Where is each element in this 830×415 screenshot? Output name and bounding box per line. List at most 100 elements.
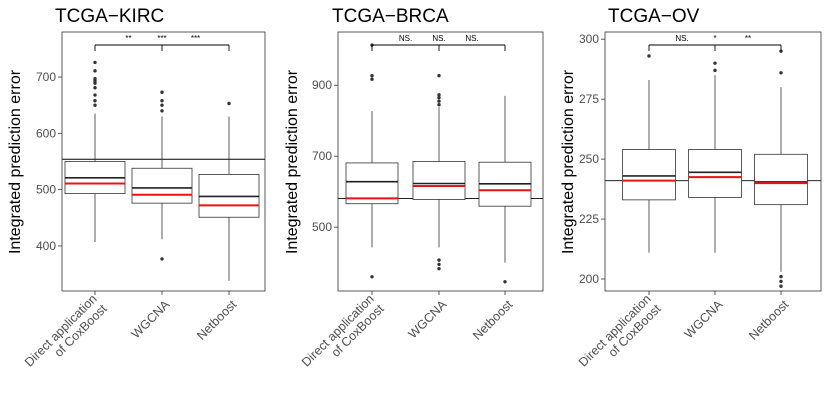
significance-label: ** bbox=[125, 34, 131, 43]
iqr-box bbox=[688, 149, 742, 198]
panel-title: TCGA−KIRC bbox=[55, 6, 164, 27]
x-tick-label-line: Netboost bbox=[470, 297, 516, 343]
panel-brca: TCGA−BRCA Integrated prediction error 50… bbox=[284, 6, 544, 379]
outlier-point bbox=[437, 93, 441, 97]
outlier-point bbox=[160, 90, 164, 94]
x-tick-label: Netboost bbox=[470, 297, 516, 343]
significance-label: ** bbox=[745, 34, 751, 43]
boxplot-2 bbox=[131, 90, 193, 261]
y-tick-label: 700 bbox=[312, 149, 332, 163]
y-tick-label: 700 bbox=[36, 70, 56, 84]
y-axis-label: Integrated prediction error bbox=[284, 69, 301, 254]
boxplot-3 bbox=[754, 49, 808, 288]
significance-bracket: NS. NS. NS. bbox=[371, 34, 506, 51]
outlier-point bbox=[779, 71, 783, 75]
outlier-point bbox=[370, 77, 374, 81]
boxplot-3 bbox=[478, 95, 532, 284]
significance-label: *** bbox=[191, 34, 200, 43]
significance-label: NS. bbox=[399, 34, 412, 43]
y-tick-label: 200 bbox=[579, 272, 599, 286]
x-tick-label-line: Netboost bbox=[194, 297, 240, 343]
outlier-point bbox=[93, 86, 97, 90]
y-axis-label: Integrated prediction error bbox=[7, 69, 24, 254]
outlier-point bbox=[779, 284, 783, 288]
outlier-point bbox=[93, 103, 97, 107]
iqr-box bbox=[131, 167, 193, 204]
outlier-point bbox=[370, 275, 374, 279]
outlier-point bbox=[713, 61, 717, 65]
panel-title: TCGA−BRCA bbox=[332, 6, 449, 27]
iqr-box bbox=[412, 161, 466, 200]
significance-label: * bbox=[713, 34, 716, 43]
boxplot-1 bbox=[345, 43, 399, 279]
y-tick-label: 600 bbox=[36, 126, 56, 140]
y-tick-label: 400 bbox=[36, 239, 56, 253]
x-tick-label: Direct applicationof CoxBoost bbox=[576, 291, 664, 379]
outlier-point bbox=[370, 73, 374, 78]
boxplot-1 bbox=[622, 54, 676, 253]
y-tick-label: 900 bbox=[312, 78, 332, 92]
iqr-box bbox=[622, 149, 676, 201]
x-tick-label: Direct applicationof CoxBoost bbox=[299, 291, 387, 379]
significance-bracket: NS. * ** bbox=[648, 34, 782, 51]
boxplot-3 bbox=[198, 101, 260, 281]
outlier-point bbox=[779, 274, 783, 279]
x-tick-label: WGCNA bbox=[406, 297, 450, 341]
significance-label: NS. bbox=[675, 34, 688, 43]
outlier-point bbox=[437, 258, 441, 262]
x-tick-label: Direct applicationof CoxBoost bbox=[22, 291, 110, 379]
outlier-point bbox=[160, 257, 164, 261]
outlier-point bbox=[93, 77, 97, 81]
outlier-point bbox=[437, 95, 441, 100]
x-tick-label-line: WGCNA bbox=[129, 297, 173, 341]
outlier-point bbox=[779, 279, 783, 284]
iqr-box bbox=[754, 153, 808, 206]
x-tick-label-line: WGCNA bbox=[682, 297, 726, 341]
outlier-point bbox=[160, 103, 164, 107]
significance-label: NS. bbox=[465, 34, 478, 43]
panel-frame bbox=[337, 31, 544, 292]
panel-frame bbox=[61, 31, 266, 292]
x-tick-label: WGCNA bbox=[129, 297, 173, 341]
outlier-point bbox=[160, 98, 164, 103]
y-tick-label: 500 bbox=[312, 220, 332, 234]
y-tick-label: 275 bbox=[579, 92, 599, 106]
x-tick-label: Netboost bbox=[746, 297, 792, 343]
outlier-point bbox=[437, 266, 441, 271]
y-tick-label: 300 bbox=[579, 32, 599, 46]
outlier-point bbox=[93, 60, 97, 65]
significance-label: *** bbox=[157, 34, 166, 43]
outlier-point bbox=[503, 280, 507, 284]
outlier-point bbox=[93, 98, 97, 103]
outlier-point bbox=[227, 101, 231, 106]
significance-label: NS. bbox=[432, 34, 445, 43]
outlier-point bbox=[437, 262, 441, 267]
outlier-point bbox=[647, 54, 651, 58]
panel-ov: TCGA−OV Integrated prediction error 200 2… bbox=[560, 6, 822, 379]
boxplot-2 bbox=[412, 73, 466, 271]
outlier-point bbox=[93, 69, 97, 73]
outlier-point bbox=[160, 109, 164, 113]
panel-frame bbox=[604, 31, 822, 292]
y-tick-label: 250 bbox=[579, 152, 599, 166]
outlier-point bbox=[93, 93, 97, 97]
outlier-point bbox=[437, 73, 441, 78]
y-axis-label: Integrated prediction error bbox=[560, 69, 577, 254]
significance-bracket: ** *** *** bbox=[94, 34, 230, 51]
outlier-point bbox=[713, 68, 717, 73]
boxplot-1 bbox=[64, 60, 126, 243]
outlier-point bbox=[779, 49, 783, 53]
x-tick-label: WGCNA bbox=[682, 297, 726, 341]
x-tick-label-line: Netboost bbox=[746, 297, 792, 343]
x-tick-label: Netboost bbox=[194, 297, 240, 343]
panel-kirc: TCGA−KIRC Integrated prediction error 40… bbox=[7, 6, 266, 379]
y-tick-label: 500 bbox=[36, 183, 56, 197]
iqr-box bbox=[345, 162, 399, 205]
outlier-point bbox=[437, 103, 441, 107]
outlier-point bbox=[437, 99, 441, 103]
x-tick-label-line: WGCNA bbox=[406, 297, 450, 341]
y-tick-label: 225 bbox=[579, 212, 599, 226]
panel-title: TCGA−OV bbox=[608, 6, 700, 27]
boxplot-2 bbox=[688, 61, 742, 253]
